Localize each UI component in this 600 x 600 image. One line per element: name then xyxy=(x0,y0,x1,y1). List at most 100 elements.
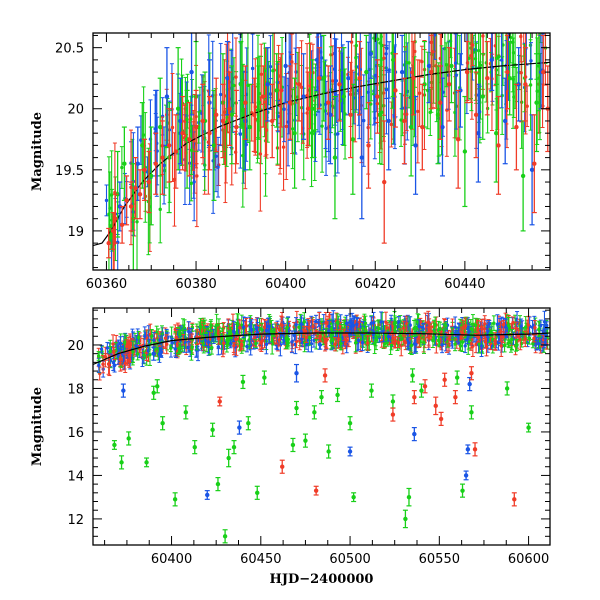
data-point xyxy=(225,76,230,81)
data-point xyxy=(529,59,533,63)
data-point xyxy=(337,82,342,87)
bottom-light-curve-panel: 60400 60450 60500 60550 606001214161820Magni… xyxy=(30,307,551,587)
data-point xyxy=(523,82,528,87)
data-point xyxy=(162,163,166,168)
data-point xyxy=(193,124,199,130)
data-point xyxy=(507,76,512,81)
plot-area xyxy=(93,17,550,270)
data-point xyxy=(514,124,519,130)
data-point xyxy=(262,325,267,329)
data-point xyxy=(321,76,326,81)
data-point xyxy=(328,112,333,118)
data-point xyxy=(411,76,416,81)
data-point xyxy=(341,94,347,99)
data-point xyxy=(278,88,284,93)
data-point xyxy=(489,57,494,63)
data-point xyxy=(417,91,422,95)
data-point xyxy=(496,143,501,148)
data-point xyxy=(518,337,522,341)
data-point xyxy=(350,137,356,142)
data-point xyxy=(107,212,111,216)
data-point xyxy=(299,85,304,90)
data-point xyxy=(104,198,109,203)
data-point xyxy=(290,127,295,131)
data-point xyxy=(124,198,129,203)
data-point xyxy=(261,94,266,99)
data-point xyxy=(317,76,322,81)
data-point xyxy=(281,145,286,149)
data-point xyxy=(175,106,181,111)
data-point xyxy=(318,343,323,347)
data-point xyxy=(537,64,541,68)
data-point xyxy=(399,69,405,75)
data-point xyxy=(211,143,217,148)
data-point xyxy=(404,112,409,116)
data-point xyxy=(160,155,165,160)
data-point xyxy=(382,179,387,185)
data-point xyxy=(462,149,468,154)
series-2 xyxy=(106,34,550,259)
data-point xyxy=(320,124,324,128)
data-point xyxy=(122,161,127,166)
data-point xyxy=(376,37,380,41)
data-point xyxy=(218,92,223,97)
data-point xyxy=(158,124,163,130)
y-tick-label: 20 xyxy=(67,103,84,118)
data-point xyxy=(207,130,212,136)
data-point xyxy=(399,118,403,122)
data-point xyxy=(446,82,452,87)
data-point xyxy=(505,69,510,75)
data-point xyxy=(382,56,386,60)
data-point xyxy=(284,124,288,129)
data-point xyxy=(525,104,529,108)
data-point xyxy=(286,120,290,124)
data-point xyxy=(256,100,261,105)
data-point xyxy=(336,132,340,136)
data-point xyxy=(470,43,475,47)
data-point xyxy=(348,112,353,118)
data-point xyxy=(529,167,535,173)
data-point xyxy=(332,155,338,160)
data-point xyxy=(453,61,458,65)
data-point xyxy=(380,43,384,48)
data-point xyxy=(120,165,124,170)
data-point xyxy=(320,56,324,60)
data-point xyxy=(106,240,111,246)
data-point xyxy=(133,185,138,191)
data-point xyxy=(301,94,306,99)
data-point xyxy=(476,48,481,53)
data-point xyxy=(534,100,539,105)
data-point xyxy=(189,69,194,75)
data-point xyxy=(542,320,547,324)
data-point xyxy=(214,112,219,118)
series-0 xyxy=(108,33,540,270)
data-point xyxy=(155,330,159,335)
data-point xyxy=(234,75,238,79)
data-point xyxy=(264,128,269,132)
data-point xyxy=(528,83,533,87)
data-point xyxy=(189,148,194,152)
data-point xyxy=(271,69,275,73)
data-point xyxy=(195,174,199,178)
data-point xyxy=(389,122,394,127)
data-point xyxy=(374,338,378,342)
data-point xyxy=(200,118,205,124)
data-point xyxy=(210,345,214,350)
data-point xyxy=(274,88,279,93)
data-point xyxy=(309,342,314,346)
data-point xyxy=(134,344,138,348)
data-point xyxy=(170,125,175,130)
data-point xyxy=(354,56,358,60)
data-point xyxy=(464,69,470,75)
data-point xyxy=(541,69,546,75)
data-point xyxy=(465,337,470,341)
x-tick-label: 60400 xyxy=(265,277,306,292)
data-point xyxy=(539,17,542,20)
data-point xyxy=(408,124,414,130)
data-point xyxy=(420,124,425,130)
data-point xyxy=(480,325,484,329)
data-point xyxy=(135,161,141,166)
data-point xyxy=(243,100,248,105)
x-tick-label: 60380 xyxy=(175,277,216,292)
data-point xyxy=(296,82,302,87)
